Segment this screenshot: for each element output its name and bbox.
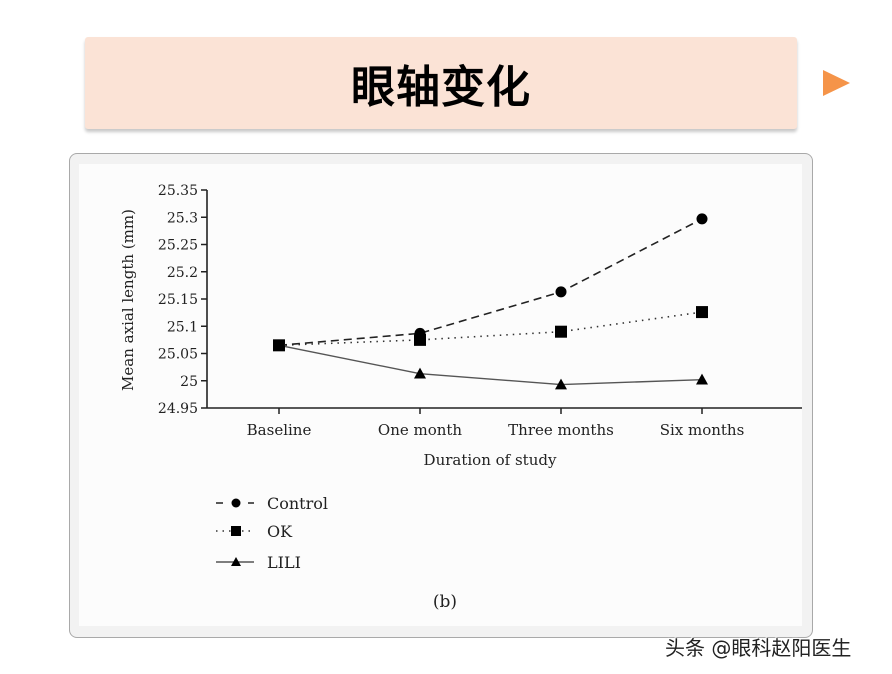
legend-label: LILI [267, 553, 301, 572]
legend-item-control: Control [216, 494, 328, 513]
watermark: 头条 @眼科赵阳医生 [665, 636, 852, 660]
x-axis-label: Duration of study [424, 451, 557, 469]
y-tick-label: 25.35 [158, 183, 198, 199]
series-control [273, 213, 708, 351]
panel-label: (b) [433, 592, 457, 612]
y-tick-label: 25.2 [167, 265, 198, 281]
y-axis-label: Mean axial length (mm) [119, 209, 137, 391]
y-axis-ticks: 25.35 25.3 25.25 25.2 25.15 25.1 25.05 25 24.95 [158, 183, 207, 417]
y-tick-label: 25.25 [158, 238, 198, 254]
x-tick-label: One month [378, 421, 463, 439]
chart-axes [206, 190, 802, 409]
chart-legend: Control OK LILI [216, 494, 328, 572]
title-banner: 眼轴变化 [85, 37, 797, 129]
figure-panel [79, 164, 802, 626]
y-tick-label: 25.3 [167, 210, 198, 226]
x-tick-label: Three months [508, 421, 614, 439]
chart-series [273, 213, 708, 390]
series-lili [273, 339, 708, 390]
legend-item-lili: LILI [216, 553, 301, 572]
x-tick-label: Six months [660, 421, 745, 439]
y-tick-label: 25.15 [158, 292, 198, 308]
next-slide-arrow-icon[interactable] [823, 70, 850, 96]
y-tick-label: 25.1 [167, 319, 198, 335]
y-tick-label: 25 [180, 374, 198, 390]
legend-item-ok: OK [216, 522, 293, 541]
x-tick-label: Baseline [247, 421, 312, 439]
figure-frame [69, 153, 813, 638]
x-axis-ticks: Baseline One month Three months Six months [247, 408, 745, 439]
legend-label: OK [267, 522, 293, 541]
slide-title: 眼轴变化 [351, 62, 531, 113]
legend-label: Control [267, 494, 328, 513]
y-tick-label: 24.95 [158, 401, 198, 417]
y-tick-label: 25.05 [158, 347, 198, 363]
